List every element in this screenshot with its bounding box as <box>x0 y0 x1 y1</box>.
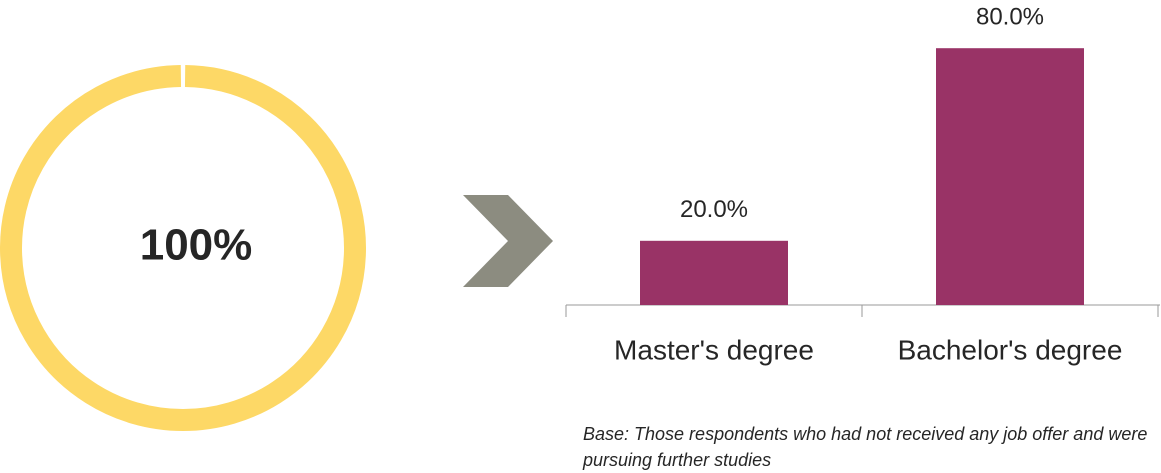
x-tick-label: Master's degree <box>614 334 814 365</box>
note: Base: Those respondents who had not rece… <box>583 424 1148 470</box>
value-label: 80.0% <box>976 4 1044 31</box>
bar <box>936 48 1084 305</box>
bar <box>640 240 788 305</box>
value-label: 20.0% <box>680 196 748 223</box>
chevron <box>463 195 553 287</box>
x-tick-label: Bachelor's degree <box>898 334 1123 365</box>
center-label: 100% <box>140 221 253 270</box>
donut-segment <box>0 65 366 431</box>
